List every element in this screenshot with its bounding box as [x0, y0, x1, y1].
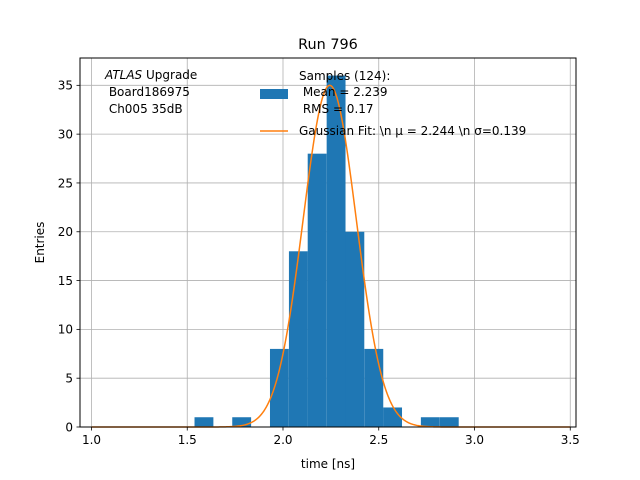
x-axis-label: time [ns] — [301, 457, 355, 471]
histogram-bar — [288, 251, 308, 427]
histogram-bar — [269, 348, 289, 427]
annotation-line-1: ATLAS Upgrade — [104, 68, 197, 82]
y-tick-label: 35 — [58, 79, 73, 93]
histogram-bar — [326, 75, 346, 428]
x-axis-ticks: 1.0 1.5 2.0 2.5 3.0 3.5 — [82, 427, 580, 447]
histogram-bar — [364, 348, 384, 427]
y-axis-label: Entries — [33, 222, 47, 264]
histogram-bar — [345, 231, 365, 427]
x-tick-label: 2.5 — [369, 433, 388, 447]
histogram-bar — [307, 153, 327, 427]
histogram-bar — [439, 417, 459, 427]
histogram-bar — [420, 417, 440, 427]
y-tick-label: 0 — [65, 420, 73, 434]
annotation-line-2: Board186975 — [105, 85, 190, 99]
x-tick-label: 1.5 — [178, 433, 197, 447]
histogram-bars — [194, 75, 459, 428]
annotation-line-3: Ch005 35dB — [105, 102, 183, 116]
axes-frame — [79, 57, 577, 428]
x-tick-label: 3.5 — [561, 433, 580, 447]
x-tick-label: 1.0 — [82, 433, 101, 447]
legend-samples-line-1: Samples (124): — [299, 69, 390, 83]
legend: Samples (124): Mean = 2.239 RMS = 0.17 G… — [260, 69, 526, 138]
y-tick-label: 5 — [65, 371, 73, 385]
y-tick-label: 25 — [58, 176, 73, 190]
y-tick-label: 30 — [58, 127, 73, 141]
histogram-bar — [194, 417, 214, 427]
x-tick-label: 2.0 — [273, 433, 292, 447]
legend-samples-line-3: RMS = 0.17 — [299, 102, 374, 116]
histogram-bar — [383, 407, 403, 427]
legend-samples-swatch — [260, 89, 288, 99]
legend-samples-line-2: Mean = 2.239 — [299, 85, 388, 99]
y-axis-ticks: 0 5 10 15 20 25 30 35 — [58, 79, 80, 434]
annotation-box: ATLAS Upgrade Board186975 Ch005 35dB — [104, 68, 197, 116]
y-tick-label: 20 — [58, 225, 73, 239]
histogram-bar — [232, 417, 252, 427]
chart-title: Run 796 — [298, 37, 358, 53]
y-tick-label: 15 — [58, 274, 73, 288]
legend-fit-label: Gaussian Fit: \n μ = 2.244 \n σ=0.139 — [299, 124, 526, 138]
annotation-atlas-italic: ATLAS — [104, 68, 143, 82]
annotation-upgrade: Upgrade — [142, 68, 197, 82]
y-tick-label: 10 — [58, 323, 73, 337]
x-tick-label: 3.0 — [465, 433, 484, 447]
